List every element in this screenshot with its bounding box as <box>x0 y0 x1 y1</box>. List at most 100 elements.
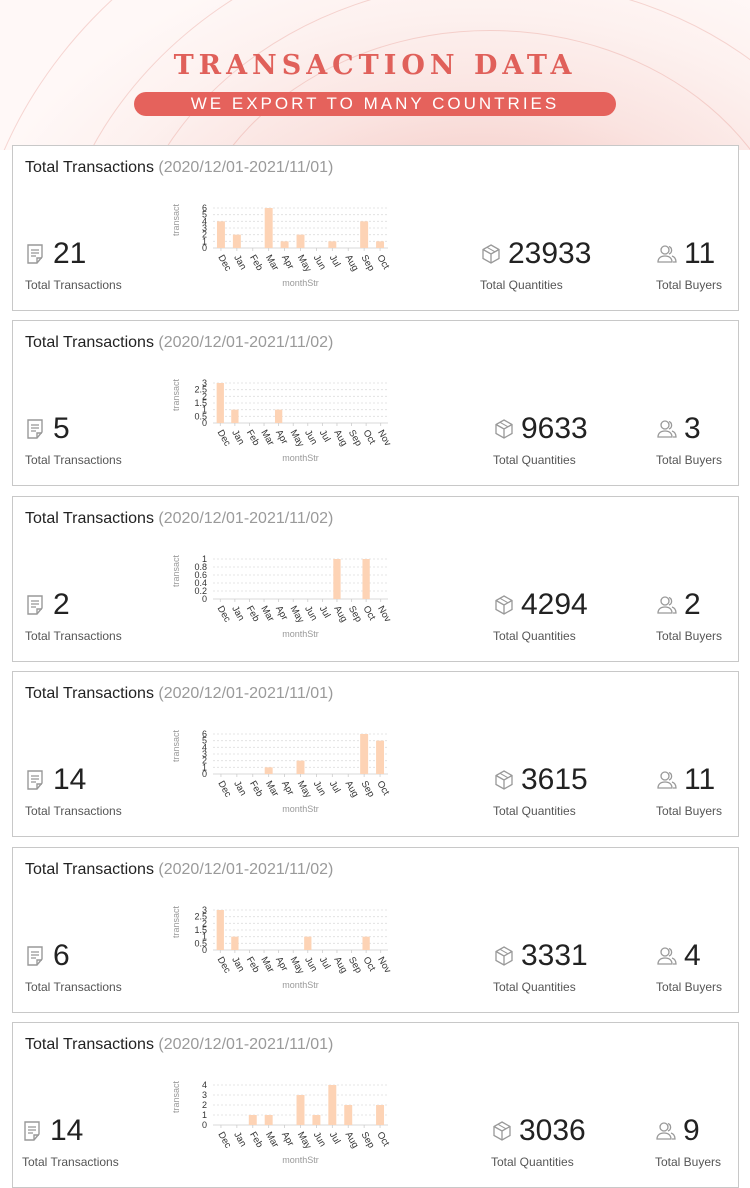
x-tick-label: Aug <box>331 428 349 448</box>
y-tick-label: 3 <box>202 223 207 233</box>
box-icon <box>493 594 515 616</box>
bar-apr <box>280 241 289 248</box>
x-tick-label: Oct <box>374 779 391 798</box>
y-tick-label: 0.2 <box>194 586 207 596</box>
x-tick-label: Dec <box>215 604 233 624</box>
y-tick-label: 2 <box>202 391 207 401</box>
x-tick-label: Dec <box>215 1130 233 1150</box>
bar-mar <box>264 767 273 774</box>
x-tick-label: Apr <box>279 1130 296 1148</box>
users-icon <box>656 769 678 791</box>
bar-may <box>296 760 305 774</box>
transactions-label: Total Transactions <box>25 453 122 467</box>
x-tick-label: Dec <box>215 779 233 799</box>
x-tick-label: Oct <box>361 604 378 623</box>
bar-dec <box>216 910 224 950</box>
card-title-text: Total Transactions <box>25 861 154 878</box>
transactions-label: Total Transactions <box>25 278 122 292</box>
x-tick-label: Jul <box>327 1130 343 1146</box>
card-title: Total Transactions (2020/12/01-2021/11/0… <box>25 1036 333 1054</box>
y-tick-label: 2.5 <box>194 912 207 922</box>
bar-sep <box>360 734 369 774</box>
x-tick-label: Feb <box>247 253 265 273</box>
y-tick-label: 5 <box>202 736 207 746</box>
x-tick-label: Sep <box>359 253 377 273</box>
bar-sep <box>360 221 369 248</box>
y-tick-label: 0.6 <box>194 570 207 580</box>
card-title: Total Transactions (2020/12/01-2021/11/0… <box>25 159 333 177</box>
x-tick-label: Sep <box>359 779 377 799</box>
x-tick-label: Mar <box>258 428 276 448</box>
y-tick-label: 1 <box>202 405 207 415</box>
x-tick-label: Mar <box>263 253 281 273</box>
transaction-card: Total Transactions (2020/12/01-2021/11/0… <box>12 496 739 662</box>
buyers-value: 9 <box>683 1114 700 1147</box>
y-tick-label: 4 <box>202 742 207 752</box>
x-tick-label: Jun <box>311 253 328 272</box>
transactions-value: 6 <box>53 939 70 972</box>
x-tick-label: Jul <box>317 955 333 971</box>
stat-transactions: 2 Total Transactions <box>25 587 122 647</box>
date-range: (2020/12/01-2021/11/01) <box>158 159 334 176</box>
buyers-label: Total Buyers <box>656 980 723 994</box>
y-tick-label: 0.4 <box>194 578 207 588</box>
y-tick-label: 6 <box>202 203 207 213</box>
buyers-label: Total Buyers <box>656 453 723 467</box>
card-title-text: Total Transactions <box>25 510 154 527</box>
quantities-label: Total Quantities <box>493 980 576 994</box>
box-icon <box>493 769 515 791</box>
x-tick-label: Feb <box>244 604 262 624</box>
x-tick-label: Jan <box>229 604 246 623</box>
y-axis-label: transact <box>171 203 181 236</box>
stat-buyers: 11 Total Buyers <box>656 236 722 296</box>
quantities-value: 4294 <box>521 588 588 621</box>
stat-transactions: 14 Total Transactions <box>22 1113 119 1173</box>
y-tick-label: 1 <box>202 554 207 564</box>
hero-banner: TRANSACTION DATA WE EXPORT TO MANY COUNT… <box>0 0 750 150</box>
x-tick-label: May <box>295 779 314 800</box>
y-axis-label: transact <box>171 378 181 411</box>
x-tick-label: Feb <box>247 1130 265 1150</box>
x-tick-label: Sep <box>346 428 364 448</box>
transactions-value: 14 <box>53 763 87 796</box>
x-tick-label: Dec <box>215 955 233 975</box>
bar-jan <box>231 409 239 423</box>
users-icon <box>656 243 678 265</box>
quantities-label: Total Quantities <box>493 629 576 643</box>
transaction-card: Total Transactions (2020/12/01-2021/11/0… <box>12 145 739 311</box>
transaction-card: Total Transactions (2020/12/01-2021/11/0… <box>12 671 739 837</box>
x-tick-label: Jul <box>317 428 333 444</box>
x-tick-label: Jan <box>231 1130 248 1149</box>
y-tick-label: 6 <box>202 729 207 739</box>
document-icon <box>25 594 47 616</box>
x-tick-label: Aug <box>331 604 349 624</box>
buyers-value: 11 <box>684 237 716 270</box>
x-tick-label: May <box>295 253 314 274</box>
x-tick-label: Jun <box>311 1130 328 1149</box>
date-range: (2020/12/01-2021/11/02) <box>158 510 334 527</box>
quantities-value: 3036 <box>519 1114 586 1147</box>
transaction-card: Total Transactions (2020/12/01-2021/11/0… <box>12 320 739 486</box>
y-axis-label: transact <box>171 1080 181 1113</box>
transaction-card: Total Transactions (2020/12/01-2021/11/0… <box>12 847 739 1013</box>
x-tick-label: May <box>288 428 307 449</box>
quantities-value: 9633 <box>521 412 588 445</box>
buyers-value: 11 <box>684 763 716 796</box>
x-tick-label: Nov <box>375 955 393 975</box>
x-tick-label: Nov <box>375 604 393 624</box>
transactions-value: 21 <box>53 237 87 270</box>
x-tick-label: Oct <box>361 428 378 447</box>
stat-transactions: 21 Total Transactions <box>25 236 122 296</box>
x-tick-label: Apr <box>273 428 290 446</box>
buyers-value: 3 <box>684 412 701 445</box>
document-icon <box>25 769 47 791</box>
y-tick-label: 2 <box>202 918 207 928</box>
x-tick-label: Sep <box>346 604 364 624</box>
y-axis-label: transact <box>171 554 181 587</box>
stat-quantities: 3615 Total Quantities <box>493 762 588 822</box>
x-tick-label: Jul <box>327 779 343 795</box>
x-axis-label: monthStr <box>282 453 319 463</box>
y-tick-label: 0 <box>202 594 207 604</box>
